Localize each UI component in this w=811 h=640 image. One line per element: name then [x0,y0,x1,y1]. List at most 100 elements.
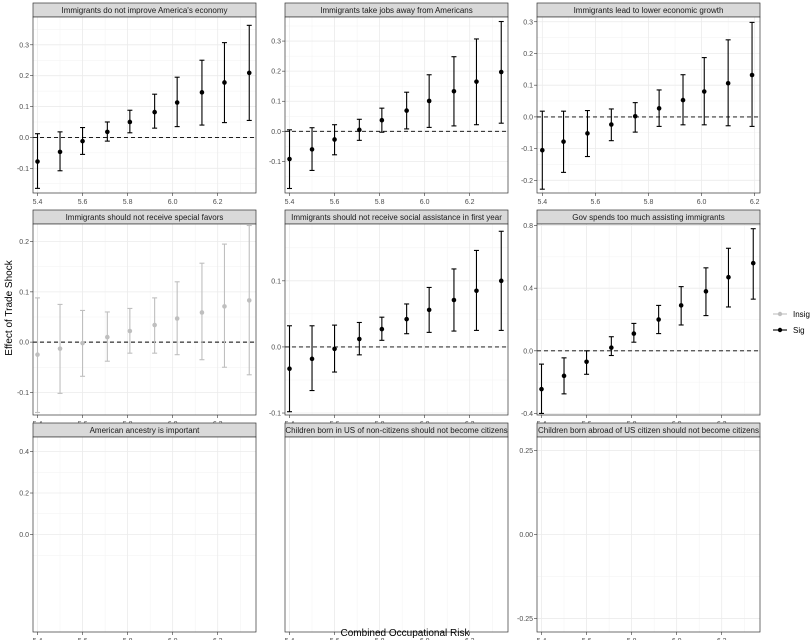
panel-border [536,16,761,194]
y-tick-label: 0.2 [19,239,29,246]
facet-title: Immigrants take jobs away from Americans [320,6,473,15]
x-tick-label: 6.2 [213,638,223,640]
y-tick-label: -0.1 [269,159,281,166]
y-tick-label: -0.2 [521,178,533,185]
point-estimate [80,138,85,144]
point-estimate [680,97,686,103]
point-estimate [379,326,385,332]
y-tick-label: -0.1 [17,166,29,173]
point-estimate [474,288,479,294]
y-tick-label: 0.0 [271,344,281,351]
y-axis-title: Effect of Trade Shock [4,259,15,355]
y-tick-label: 0.0 [523,114,533,121]
facet-panel: Children born abroad of US citizen shoul… [517,422,761,640]
y-tick-label: 0.2 [523,51,533,58]
point-estimate [152,109,157,115]
panel-border [284,16,509,194]
point-estimate [199,90,205,95]
point-estimate [404,316,409,322]
y-tick-label: 0.1 [523,83,533,90]
y-tick-label: 0.25 [519,448,533,455]
y-tick-label: 0.0 [19,532,29,539]
point-estimate [631,331,637,336]
panel-border [536,436,761,633]
point-estimate [357,127,362,133]
point-estimate [561,373,567,379]
y-tick-label: -0.1 [17,390,29,397]
y-tick-label: 0.2 [271,69,281,76]
point-estimate [750,260,756,266]
y-tick-label: 0.1 [19,104,29,111]
x-tick-label: 6.2 [213,199,223,206]
panel-border [284,223,509,416]
x-tick-label: 6.0 [420,638,430,640]
point-estimate [332,137,337,142]
point-estimate [539,386,544,392]
y-tick-label: 0.0 [523,348,533,355]
point-estimate [451,297,457,303]
point-estimate [309,147,315,152]
panel-border [284,436,509,633]
x-tick-label: 6.2 [717,638,727,640]
plot-background [285,17,508,193]
y-tick-label: 0.0 [271,129,281,136]
x-tick-label: 5.4 [537,638,547,640]
y-tick-label: -0.1 [269,411,281,418]
plot-background [285,224,508,415]
point-estimate [127,119,133,125]
y-tick-label: 0.3 [523,19,533,26]
point-estimate [678,303,684,308]
facet-panel: American ancestry is important 5.4 5.6 5.8 6… [19,422,257,640]
point-estimate [152,322,157,328]
y-tick-label: 0.00 [519,532,533,539]
x-tick-label: 5.8 [644,199,654,206]
point-estimate [725,80,731,86]
y-tick-label: 0.1 [19,289,29,296]
x-tick-label: 5.8 [375,199,385,206]
legend: Insig Sig [773,310,810,335]
point-estimate [632,113,638,119]
facet-title: Gov spends too much assisting immigrants [572,213,725,222]
y-tick-label: 0.4 [19,449,29,456]
x-axis-title: Combined Occupational Risk [341,628,471,639]
point-estimate [80,340,85,346]
panels-layer: Immigrants do not improve America's econ… [17,2,761,640]
x-tick-label: 5.4 [537,199,547,206]
point-estimate [498,69,504,75]
point-estimate [609,345,614,350]
point-estimate [609,122,614,127]
point-estimate [749,72,755,78]
x-tick-label: 5.6 [582,638,592,640]
y-tick-label: -0.25 [517,616,533,623]
y-tick-label: 0.2 [19,491,29,498]
point-estimate [561,139,566,144]
x-tick-label: 5.6 [78,638,88,640]
point-estimate [474,79,479,84]
x-tick-label: 6.2 [750,199,760,206]
x-tick-label: 6.2 [465,199,475,206]
point-estimate [426,307,432,313]
facet-title: Immigrants lead to lower economic growth [574,6,724,15]
point-estimate [404,108,409,113]
x-tick-label: 5.6 [330,199,340,206]
point-estimate [357,336,362,342]
point-estimate [35,159,40,164]
x-tick-label: 5.4 [33,638,43,640]
y-tick-label: 0.2 [19,73,29,80]
point-estimate [105,129,110,135]
facet-title: Immigrants do not improve America's econ… [61,6,227,15]
plot-background [285,437,508,632]
x-tick-label: 5.4 [33,199,43,206]
plot-background [33,224,256,415]
y-tick-label: 0.1 [271,278,281,285]
point-estimate [287,156,292,162]
facet-panel: Children born in US of non-citizens shou… [284,422,509,640]
point-estimate [222,80,227,85]
point-estimate [656,106,662,111]
x-tick-label: 5.6 [330,638,340,640]
legend-sig-marker [777,327,783,333]
y-tick-label: 0.1 [271,99,281,106]
point-estimate [726,274,731,280]
point-estimate [585,131,590,136]
